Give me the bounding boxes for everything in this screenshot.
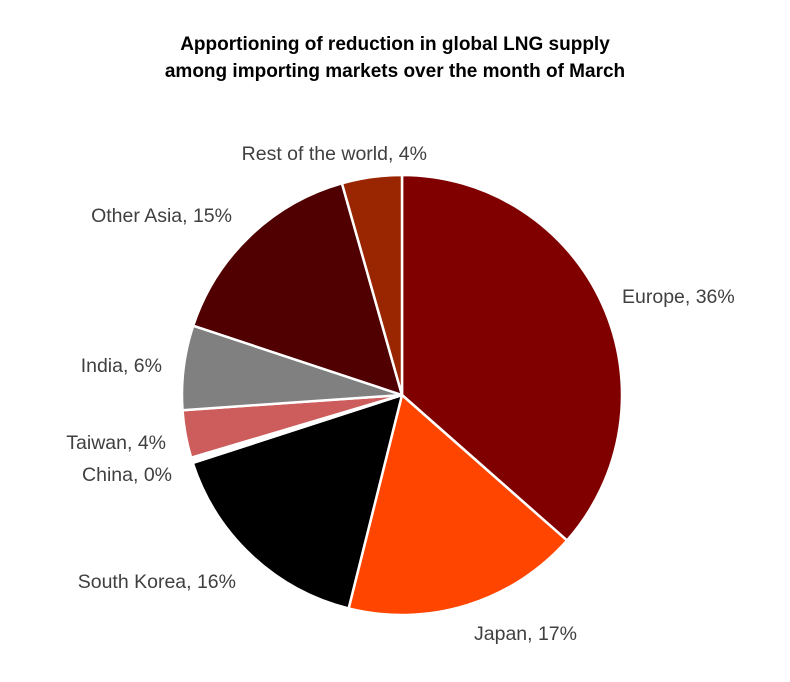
chart-title-line-1: Apportioning of reduction in global LNG … bbox=[180, 34, 610, 55]
slice-label-india: India, 6% bbox=[81, 355, 162, 377]
pie-slice-japan bbox=[347, 393, 569, 617]
pie-slice-other-asia bbox=[191, 182, 404, 397]
slice-label-other-asia: Other Asia, 15% bbox=[91, 205, 232, 227]
slice-label-south-korea: South Korea, 16% bbox=[78, 571, 236, 593]
chart-title-line-2: among importing markets over the month o… bbox=[165, 61, 625, 82]
slice-label-taiwan: Taiwan, 4% bbox=[66, 432, 166, 454]
slice-label-rest-of-the-world: Rest of the world, 4% bbox=[242, 143, 427, 165]
pie-slice-europe bbox=[400, 173, 624, 542]
slice-label-europe: Europe, 36% bbox=[622, 286, 735, 308]
slice-label-china: China, 0% bbox=[82, 464, 172, 486]
slice-label-japan: Japan, 17% bbox=[474, 623, 577, 645]
pie-slice-rest-of-the-world bbox=[340, 173, 404, 397]
pie-slice-south-korea bbox=[191, 393, 404, 610]
